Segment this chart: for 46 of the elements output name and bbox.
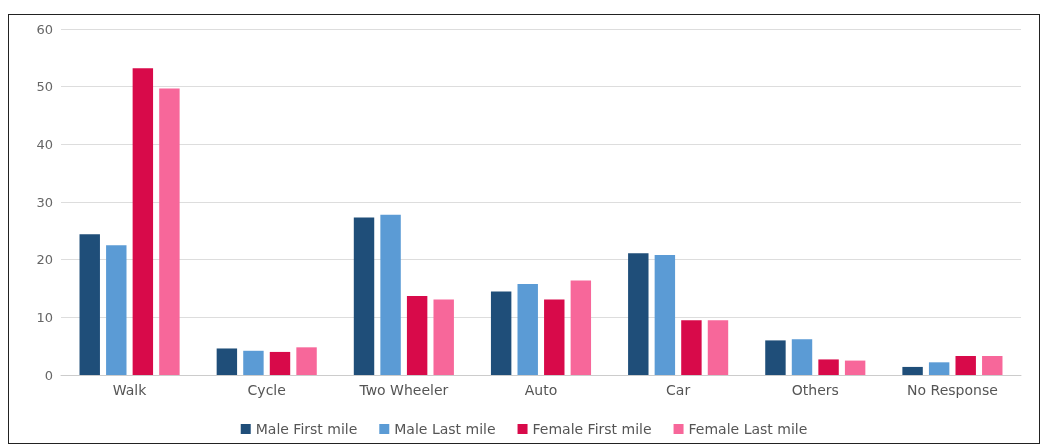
x-tick-label: Walk [112,382,148,398]
bar [433,299,454,375]
y-tick-label: 10 [36,309,53,325]
bar [902,366,923,375]
bar [490,291,512,375]
bar [269,351,291,375]
bar [406,296,428,375]
y-tick-label: 0 [44,367,53,383]
legend-label: Female Last mile [688,421,808,437]
bar [765,340,786,375]
x-tick-label: Cycle [247,382,286,398]
bar [570,280,592,375]
bar [818,359,839,375]
bar [654,255,676,375]
bar [791,339,813,375]
bar [517,283,538,375]
x-tick-label: Auto [524,382,558,398]
bar [296,347,317,375]
bar [928,362,950,375]
bar [106,245,127,375]
bar [707,320,729,375]
bar [955,355,976,375]
bar [681,320,702,375]
bar [353,217,375,375]
y-tick-label: 60 [36,21,53,37]
x-tick-label: Others [791,382,839,398]
legend-label: Male First mile [255,421,358,437]
bar [844,360,866,375]
y-tick-label: 20 [36,252,53,268]
bar [79,234,100,375]
legend-label: Male Last mile [394,421,496,437]
bar [159,88,180,375]
y-tick-label: 50 [36,79,53,95]
bar [380,214,401,375]
bar [628,253,649,375]
y-tick-label: 40 [36,136,53,152]
bar [243,350,264,375]
x-tick-label: No Response [907,382,998,398]
legend-label: Female First mile [532,421,652,437]
y-tick-label: 30 [36,194,53,210]
x-tick-label: Car [666,382,691,398]
bar [544,299,565,375]
bar [216,348,238,375]
bar [132,68,154,375]
bar [982,355,1003,375]
x-tick-label: Two Wheeler [358,382,449,398]
